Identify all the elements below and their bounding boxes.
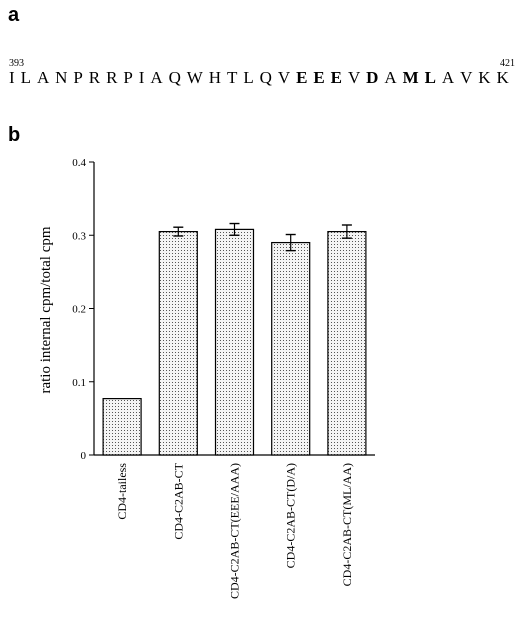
- residue: M: [402, 68, 419, 87]
- residue: H: [208, 68, 222, 87]
- residue: K: [478, 68, 491, 87]
- bar: [327, 230, 367, 456]
- residue: P: [123, 68, 133, 87]
- residue: L: [243, 68, 254, 87]
- y-axis-label: ratio internal cpm/total cpm: [38, 226, 54, 393]
- residue: L: [424, 68, 436, 87]
- bar: [214, 228, 255, 456]
- residue: I: [138, 68, 145, 87]
- residue: A: [36, 68, 50, 87]
- bar: [158, 230, 198, 456]
- panel-a-label: a: [8, 4, 20, 26]
- residue: R: [88, 68, 101, 87]
- residue: E: [296, 68, 308, 87]
- panel-b-label: b: [8, 124, 21, 146]
- residue: I: [9, 68, 15, 87]
- y-tick-label: 0.1: [72, 377, 86, 389]
- bar: [271, 241, 311, 456]
- residue: V: [277, 68, 291, 87]
- residue: R: [106, 68, 118, 87]
- residue: V: [347, 68, 361, 87]
- residue: A: [384, 68, 397, 87]
- y-tick-label: 0.2: [72, 304, 86, 316]
- sequence-end-number: 421: [500, 58, 515, 69]
- residue: D: [366, 68, 379, 87]
- residue: Q: [259, 68, 272, 87]
- residue: V: [460, 68, 473, 87]
- category-label: CD4-C2AB-CT(EEE/AAA): [228, 463, 242, 599]
- residue: Q: [168, 68, 181, 87]
- y-tick-label: 0: [81, 450, 87, 462]
- residue: K: [496, 68, 509, 87]
- residue: E: [330, 68, 342, 87]
- sequence-start-number: 393: [9, 58, 24, 69]
- residue: A: [150, 68, 163, 87]
- category-label: CD4-C2AB-CT(D/A): [284, 463, 298, 568]
- residue: W: [186, 68, 203, 87]
- residue: L: [20, 68, 31, 87]
- residue: T: [227, 68, 238, 87]
- residue: E: [313, 68, 325, 87]
- residue: N: [55, 68, 68, 87]
- category-label: CD4-C2AB-CT(ML/AA): [340, 463, 354, 586]
- residue: P: [73, 68, 83, 87]
- y-tick-label: 0.4: [72, 157, 86, 169]
- category-label: CD4-tailess: [115, 463, 129, 520]
- bar: [102, 397, 142, 456]
- category-label: CD4-C2AB-CT: [171, 462, 185, 539]
- y-tick-label: 0.3: [72, 230, 86, 242]
- residue: A: [441, 68, 455, 87]
